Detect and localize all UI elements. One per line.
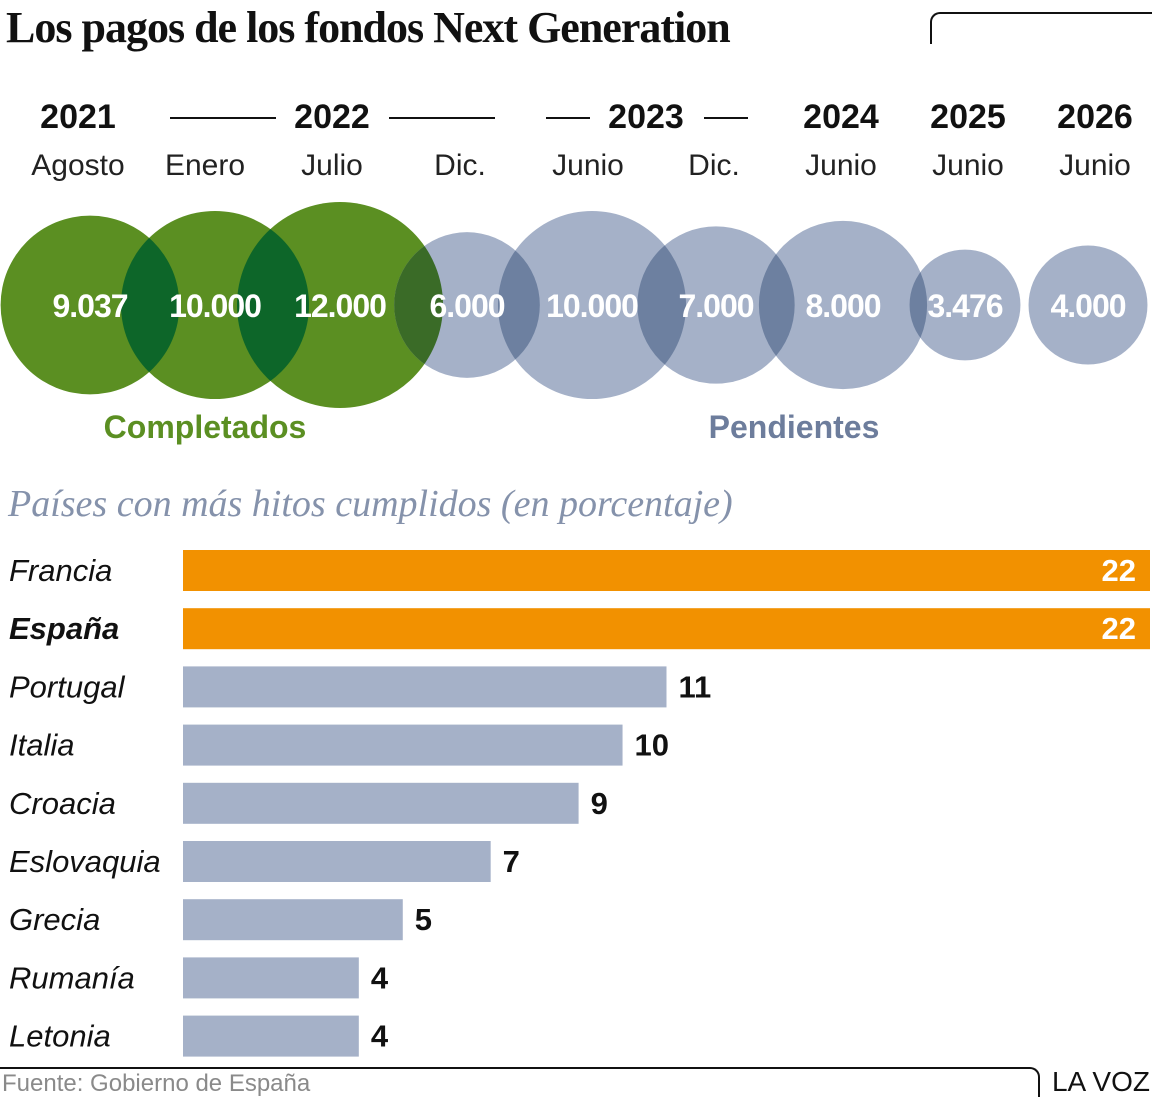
month-label: Junio [1059,149,1131,182]
country-label: España [9,611,119,646]
month-label: Agosto [31,149,124,182]
country-label: Italia [9,728,74,763]
year-header: 2026 [1057,98,1133,136]
bar-row: Croacia 9 [9,782,608,824]
status-legend: Completados Pendientes [104,409,880,445]
payment-value-label: 10.000 [546,288,638,324]
bar [183,550,1150,591]
bar [183,1015,359,1057]
payment-bubble [497,210,687,400]
year-header: 2023 [608,98,684,136]
year-header: 2021 [40,98,116,136]
month-labels: Agosto Enero Julio Dic. Junio Dic. Junio Junio J… [31,149,1131,182]
payment-bubble [1028,245,1148,365]
bar-row: Italia 10 [9,724,669,766]
bar [183,957,359,999]
footer-decorative-rule [0,1067,1040,1097]
chart-title: Los pagos de los fondos Next Generation [6,3,731,52]
source-note: Fuente: Gobierno de España [2,1070,311,1097]
bar-value-label: 7 [503,844,520,879]
year-header: 2024 [803,98,879,136]
bar-value-label: 11 [679,669,712,704]
bar-row: Eslovaquia 7 [9,841,520,882]
bar-value-label: 5 [415,902,432,937]
bar-value-label: 22 [1102,553,1136,588]
month-label: Junio [932,149,1004,182]
month-label: Junio [552,149,624,182]
bar [183,899,403,941]
bar [183,724,623,766]
month-label: Enero [165,149,245,182]
country-label: Eslovaquia [9,844,161,879]
payment-value-label: 6.000 [429,288,504,324]
payment-value-label: 8.000 [805,288,880,324]
payment-value-label: 9.037 [52,288,127,324]
month-label: Dic. [688,149,740,182]
country-label: Croacia [9,786,116,821]
bar-value-label: 10 [635,728,669,763]
bar-row: España 22 [9,608,1150,650]
month-label: Julio [301,149,363,182]
bubble-overlap [237,210,310,400]
bar-row: Rumanía 4 [9,957,389,999]
month-label: Junio [805,149,877,182]
payment-value-label: 10.000 [169,288,261,324]
country-label: Letonia [9,1019,111,1054]
bar [183,782,579,824]
legend-completed: Completados [104,409,307,445]
legend-pending: Pendientes [709,409,880,445]
bubble-overlap [637,226,687,384]
title-decorative-rule [930,12,1152,44]
brand-logo: LA VOZ [1051,1066,1150,1097]
bar-row: Portugal 11 [9,666,712,708]
payment-bubble [758,220,928,390]
bubble-overlap [394,232,443,378]
bar-row: Francia 22 [9,550,1150,591]
bar-value-label: 9 [591,786,608,821]
payments-bubble-timeline: 2021 2022 2023 2024 2025 2026 Agosto Enero Juli… [0,98,1148,445]
bar-value-label: 4 [371,960,389,995]
country-label: Rumanía [9,960,135,995]
country-label: Portugal [9,669,126,704]
year-headers: 2021 2022 2023 2024 2025 2026 [40,98,1133,136]
payment-value-labels: 9.037 10.000 12.000 6.000 10.000 7.000 8.000 3.… [52,288,1126,324]
bar [183,666,667,708]
payment-value-label: 7.000 [678,288,753,324]
month-label: Dic. [434,149,486,182]
countries-bar-chart: Francia 22 España 22 Portugal 11 Italia 10 Croac… [9,550,1150,1057]
payment-value-label: 4.000 [1050,288,1125,324]
year-header: 2022 [294,98,370,136]
bar-row: Letonia 4 [9,1015,389,1057]
payment-value-label: 3.476 [927,288,1002,324]
bar [183,608,1150,650]
country-label: Francia [9,553,112,588]
payment-bubble [909,249,1021,361]
year-header: 2025 [930,98,1006,136]
bar-value-label: 22 [1102,611,1136,646]
bar-value-label: 4 [371,1019,389,1054]
bar-chart-subtitle: Países con más hitos cumplidos (en porce… [8,483,733,525]
country-label: Grecia [9,902,100,937]
payment-value-label: 12.000 [294,288,386,324]
bar [183,841,491,882]
bar-row: Grecia 5 [9,899,432,941]
